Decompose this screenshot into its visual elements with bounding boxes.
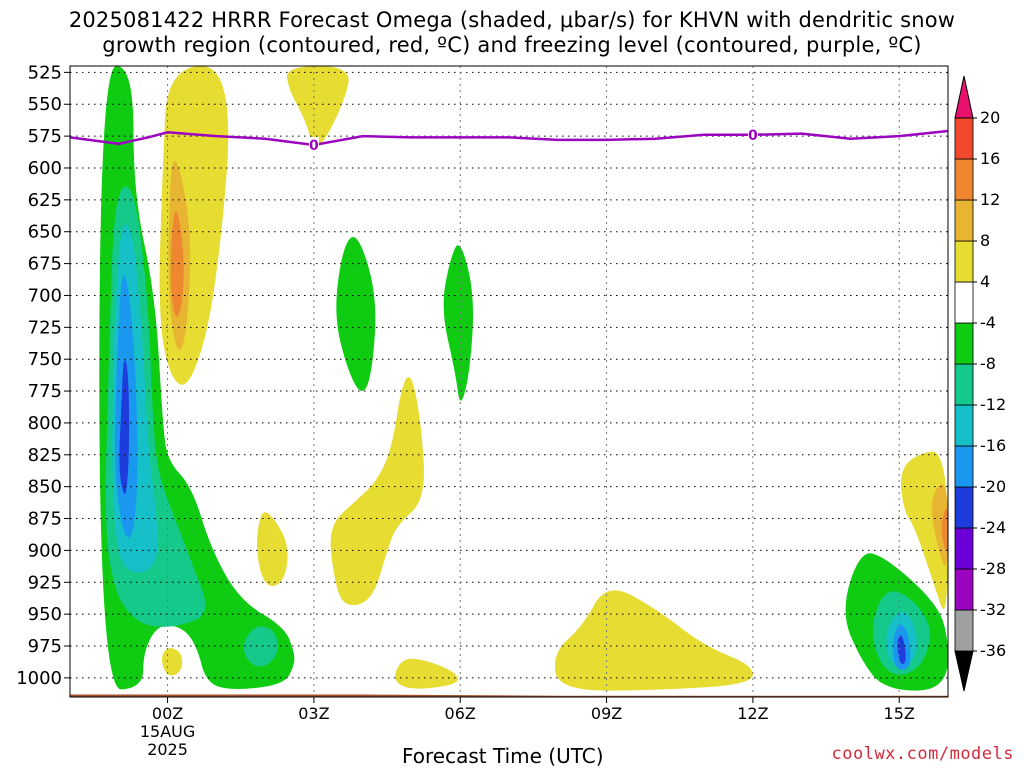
colorbar-bin--8 <box>954 363 974 406</box>
colorbar-label--8: -8 <box>980 354 996 373</box>
colorbar-label-16: 16 <box>980 149 1000 168</box>
colorbar-bin-20 <box>954 117 974 160</box>
y-tick-label-800: 800 <box>28 413 62 434</box>
colorbar-label-8: 8 <box>980 231 990 250</box>
chart-title-line-1: 2025081422 HRRR Forecast Omega (shaded, … <box>68 8 956 32</box>
y-tick-label-575: 575 <box>28 126 62 147</box>
omega-region-sinking-sfc-a <box>395 658 459 689</box>
y-tick-label-900: 900 <box>28 540 62 561</box>
plot-frame <box>69 65 949 698</box>
grid <box>70 66 948 697</box>
colorbar-label--32: -32 <box>980 600 1006 619</box>
freezing-level-contour-label-1: 0 <box>748 128 758 144</box>
y-tick-label-875: 875 <box>28 509 62 530</box>
colorbar-top-arrow <box>954 75 974 119</box>
y-tick-label-625: 625 <box>28 190 62 211</box>
omega-region-upward-cell-b <box>443 245 474 401</box>
colorbar-label-12: 12 <box>980 190 1000 209</box>
y-tick-label-975: 975 <box>28 636 62 657</box>
omega-region-sinking-small-c <box>162 648 183 676</box>
x-tick-label-00Z: 00Z <box>152 704 183 723</box>
freezing-level-label-bg-0 <box>308 137 319 153</box>
x-tick-label-12Z: 12Z <box>737 704 768 723</box>
y-tick-label-825: 825 <box>28 445 62 466</box>
freezing-level-label-bg-1 <box>747 126 758 142</box>
x-tick-label-03Z: 03Z <box>298 704 329 723</box>
colorbar: -36 -32 -28 -24 -20 -16 -12 -8 -4 4 8 12 16 20 <box>954 75 1006 692</box>
x-tick-sublabel-year: 2025 <box>147 740 188 759</box>
y-tick-label-525: 525 <box>28 62 62 83</box>
colorbar-bin-4 <box>954 281 974 324</box>
freezing-level-line <box>70 129 948 147</box>
omega-region-sinking-plume-core <box>170 211 184 317</box>
colorbar-bin--20 <box>954 486 974 529</box>
y-tick-label-750: 750 <box>28 349 62 370</box>
y-tick-label-650: 650 <box>28 222 62 243</box>
y-tick-label-925: 925 <box>28 572 62 593</box>
colorbar-bin--36 <box>954 650 974 692</box>
x-axis-label: Forecast Time (UTC) <box>402 744 604 768</box>
freezing-level-contour-label-0: 0 <box>309 138 319 154</box>
y-tick-label-950: 950 <box>28 604 62 625</box>
y-tick-label-775: 775 <box>28 381 62 402</box>
colorbar-label--12: -12 <box>980 395 1006 414</box>
y-tick-label-700: 700 <box>28 285 62 306</box>
colorbar-bin--16 <box>954 445 974 488</box>
colorbar-bin-8 <box>954 240 974 283</box>
omega-region-sinking-east-edge-core <box>941 508 948 552</box>
colorbar-label--36: -36 <box>980 641 1006 660</box>
y-tick-label-725: 725 <box>28 317 62 338</box>
colorbar-label-4: 4 <box>980 272 990 291</box>
y-tick-label-1000: 1000 <box>16 668 62 689</box>
colorbar-bin--28 <box>954 568 974 611</box>
colorbar-bin-16 <box>954 158 974 201</box>
chart-title-line-2: growth region (contoured, red, ºC) and f… <box>102 33 922 57</box>
colorbar-label--20: -20 <box>980 477 1006 496</box>
colorbar-bin-12 <box>954 199 974 242</box>
x-tick-label-06Z: 06Z <box>445 704 476 723</box>
colorbar-label-20: 20 <box>980 108 1000 127</box>
terrain-surface <box>70 694 948 697</box>
omega-region-upward-cell-a <box>336 237 376 392</box>
colorbar-label--16: -16 <box>980 436 1006 455</box>
colorbar-label--4: -4 <box>980 313 996 332</box>
omega-region-sinking-small-b <box>330 377 424 606</box>
y-tick-label-550: 550 <box>28 94 62 115</box>
colorbar-label--24: -24 <box>980 518 1006 537</box>
colorbar-bin--24 <box>954 527 974 570</box>
omega-region-sinking-top-column <box>286 66 349 147</box>
x-tick-sublabel-date: 15AUG <box>140 722 195 741</box>
colorbar-label--28: -28 <box>980 559 1006 578</box>
x-tick-label-09Z: 09Z <box>591 704 622 723</box>
y-tick-label-600: 600 <box>28 158 62 179</box>
colorbar-bin--4 <box>954 322 974 365</box>
omega-region-upward-motion-core-darkblue <box>119 359 130 495</box>
colorbar-bin--32 <box>954 609 974 652</box>
omega-region-sinking-small-a <box>257 512 288 586</box>
y-tick-label-675: 675 <box>28 254 62 275</box>
omega-region-sinking-sfc-b <box>554 590 753 691</box>
credit-text: coolwx.com/models <box>831 744 1014 764</box>
colorbar-bin--12 <box>954 404 974 447</box>
x-tick-label-15Z: 15Z <box>884 704 915 723</box>
omega-region-sinking-east-edge-mid <box>931 484 948 566</box>
y-tick-label-850: 850 <box>28 477 62 498</box>
omega-region-upward-motion-sfc-teal <box>243 626 278 667</box>
